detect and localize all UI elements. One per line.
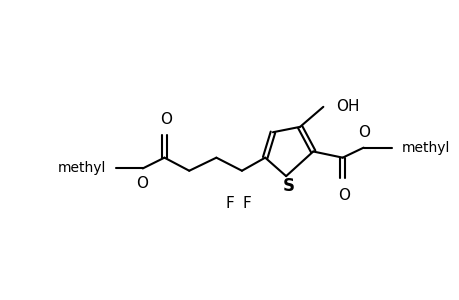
Text: F: F xyxy=(242,196,251,211)
Text: OH: OH xyxy=(335,99,358,114)
Text: O: O xyxy=(160,112,172,127)
Text: methyl: methyl xyxy=(401,141,449,155)
Text: O: O xyxy=(358,125,369,140)
Text: O: O xyxy=(337,188,349,203)
Text: methyl: methyl xyxy=(58,161,106,176)
Text: F: F xyxy=(225,196,234,211)
Text: O: O xyxy=(136,176,148,191)
Text: S: S xyxy=(282,177,294,195)
